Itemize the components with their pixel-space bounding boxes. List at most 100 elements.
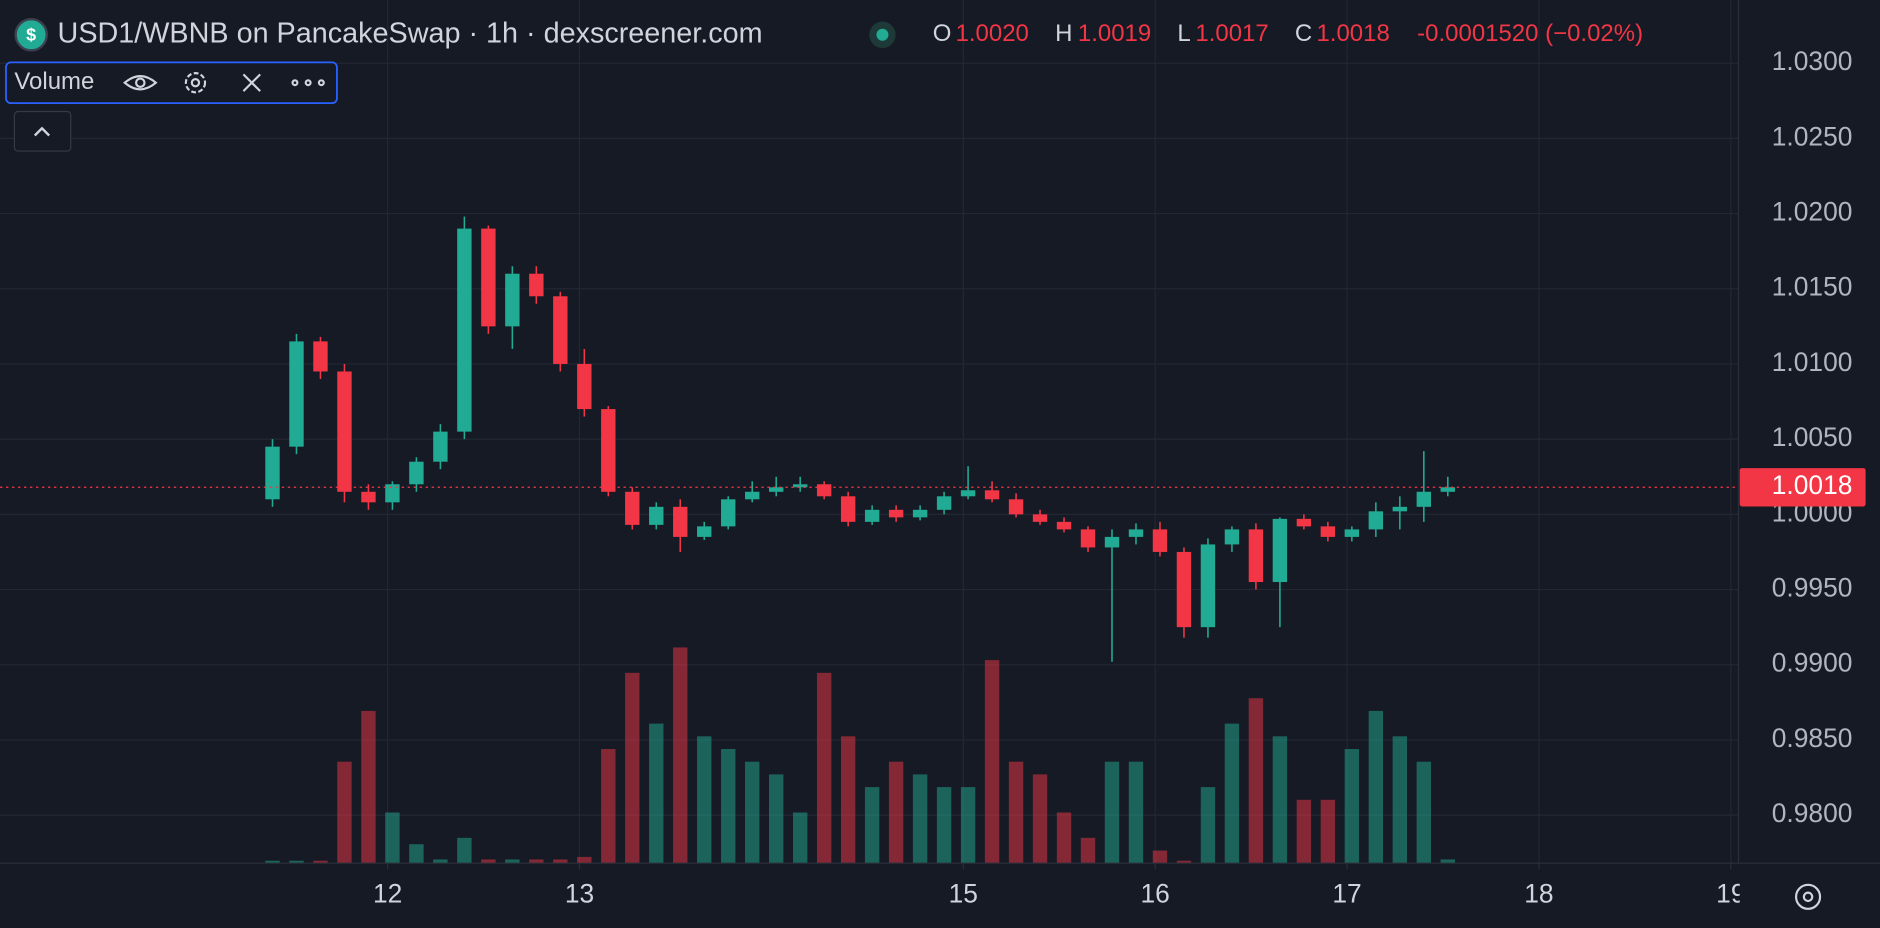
gear-center: [1802, 891, 1814, 903]
legend-label: H: [1055, 20, 1072, 47]
volume-bar: [505, 859, 520, 864]
collapse-button[interactable]: [13, 110, 72, 152]
eye-icon[interactable]: [123, 75, 158, 91]
candle-body: [265, 446, 280, 500]
candle-body: [936, 496, 952, 510]
y-tick-label: 1.0250: [1772, 121, 1853, 151]
volume-bar: [457, 837, 472, 864]
last-price-label: 1.0018: [1772, 470, 1853, 500]
volume-bar: [1080, 837, 1096, 864]
volume-bar: [960, 787, 976, 864]
y-tick-label: 0.9800: [1772, 798, 1853, 828]
volume-bar: [1392, 736, 1408, 864]
candle-body: [792, 484, 808, 488]
more-dot[interactable]: [291, 79, 299, 87]
volume-bar: [792, 812, 808, 864]
volume-bar: [1272, 736, 1288, 864]
legend-label: C: [1295, 20, 1312, 47]
candle-body: [1176, 551, 1192, 628]
candle-body: [1128, 529, 1144, 537]
candle-body: [1272, 518, 1288, 583]
volume-bar: [1128, 761, 1144, 864]
volume-bar: [625, 672, 640, 864]
volume-bar: [1296, 799, 1312, 864]
volume-bar: [1224, 723, 1240, 864]
volume-bar: [984, 660, 1000, 864]
volume-bar: [721, 749, 736, 864]
volume-bar: [1320, 799, 1336, 864]
candle-body: [385, 484, 400, 503]
candle-body: [1296, 518, 1312, 527]
candle-body: [1200, 544, 1216, 628]
legend-value: 1.0019: [1078, 20, 1151, 47]
settings-center: [190, 78, 201, 88]
candle-body: [1368, 511, 1384, 530]
legend-change: -0.0001520 (−0.02%): [1417, 20, 1643, 47]
x-tick-label: 15: [949, 879, 978, 909]
volume-bar: [481, 859, 496, 864]
candle-body: [313, 341, 328, 372]
x-tick-label: 16: [1141, 879, 1170, 909]
volume-layer: [265, 647, 1455, 864]
volume-bar: [433, 859, 448, 864]
volume-bar: [1104, 761, 1120, 864]
close-icon[interactable]: [242, 73, 261, 92]
token-icon-glyph: $: [26, 25, 36, 45]
candle-body: [768, 487, 784, 492]
last-price-tag: [1739, 468, 1866, 507]
volume-bar: [529, 859, 544, 864]
volume-bar: [553, 859, 568, 864]
collapse-icon: [33, 126, 51, 137]
gear-icon: [1794, 883, 1822, 910]
candle-body: [721, 499, 736, 527]
candle-body: [1152, 529, 1168, 552]
settings-icon[interactable]: [184, 72, 207, 94]
chart-title: USD1/WBNB on PancakeSwap · 1h · dexscree…: [58, 17, 763, 49]
ohlc-legend: O 1.0020 H 1.0019 L 1.0017 C 1.0018 -0.0…: [933, 20, 1643, 47]
candle-layer: [265, 216, 1455, 662]
candle-body: [553, 296, 568, 364]
volume-bar: [1152, 850, 1168, 864]
candle-body: [361, 491, 376, 503]
volume-bar: [1008, 761, 1024, 864]
candle-body: [697, 526, 712, 537]
volume-pane-box[interactable]: [5, 61, 338, 105]
candle-body: [1320, 526, 1336, 537]
y-tick-label: 1.0150: [1772, 272, 1853, 302]
candle-body: [1032, 514, 1048, 522]
candle-body: [840, 496, 856, 522]
volume-bar: [1248, 698, 1264, 864]
volume-bar: [912, 774, 928, 864]
volume-bar: [816, 672, 832, 864]
candle-body: [1008, 499, 1024, 515]
candle-body: [577, 363, 592, 410]
volume-bar: [745, 761, 760, 864]
x-tick-label: 12: [373, 879, 402, 909]
candle-body: [601, 409, 616, 492]
volume-bar: [936, 787, 952, 864]
volume-bar: [1056, 812, 1072, 864]
volume-bar: [1344, 749, 1360, 864]
volume-bar: [385, 812, 400, 864]
candle-body: [1104, 536, 1120, 548]
volume-bar: [649, 723, 664, 864]
y-tick-label: 1.0200: [1772, 197, 1853, 227]
candle-body: [816, 484, 832, 497]
candle-body: [984, 490, 1000, 500]
candle-body: [864, 509, 880, 522]
settings-gear[interactable]: [1794, 883, 1822, 910]
eye-pupil: [135, 77, 146, 89]
candle-body: [1056, 521, 1072, 530]
candle-body: [433, 431, 448, 462]
candle-body: [912, 509, 928, 518]
volume-bar: [864, 787, 880, 864]
token-icon: [14, 17, 48, 52]
candle-body: [1392, 506, 1408, 512]
candle-body: [1416, 491, 1432, 507]
legend-value: 1.0020: [956, 20, 1029, 47]
candle-body: [625, 491, 640, 525]
volume-bar: [361, 710, 376, 864]
